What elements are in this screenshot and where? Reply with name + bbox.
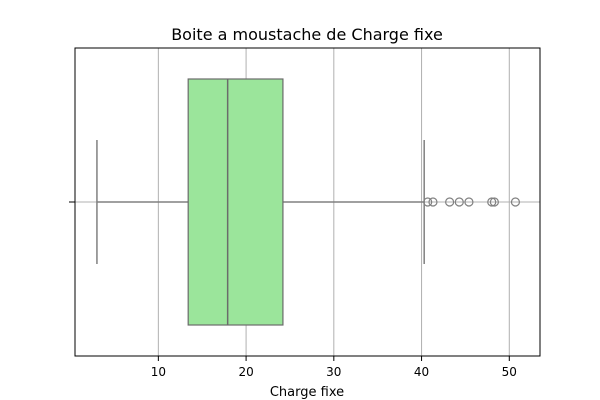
iqr-box	[187, 78, 284, 326]
x-tick-label: 20	[238, 365, 253, 379]
plot-area	[96, 78, 521, 326]
outlier-point	[445, 197, 455, 207]
outlier-point	[489, 197, 499, 207]
x-tick-label: 10	[151, 365, 166, 379]
x-tick-label: 40	[414, 365, 429, 379]
x-tick-label: 30	[326, 365, 341, 379]
outlier-point	[423, 197, 433, 207]
outlier-point	[487, 197, 497, 207]
chart-title: Boite a moustache de Charge fixe	[171, 25, 443, 44]
outlier-point	[510, 197, 521, 207]
outlier-point	[428, 197, 438, 207]
outlier-point	[454, 197, 464, 207]
x-axis-label: Charge fixe	[270, 385, 344, 400]
x-tick-label: 50	[502, 365, 517, 379]
x-axis: 10 20 30 40 50	[151, 356, 517, 379]
outlier-point	[464, 197, 474, 207]
